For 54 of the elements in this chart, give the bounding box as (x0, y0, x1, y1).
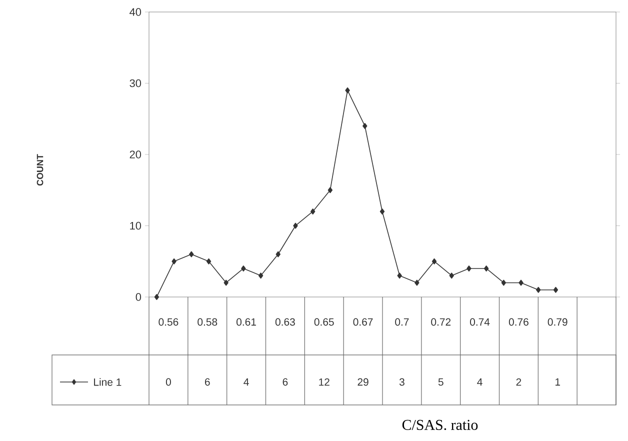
point (172, 258, 176, 264)
point (501, 280, 506, 286)
y-axis-title: COUNT (36, 154, 44, 186)
data-label: 1 (556, 378, 560, 386)
data-label: 29 (358, 378, 368, 386)
category-label: 0.74 (470, 318, 490, 326)
category-label: 0.58 (198, 318, 218, 326)
point (206, 258, 212, 264)
point (449, 272, 454, 279)
y-tick-label: 40 (130, 8, 142, 16)
y-tick-label: 10 (130, 222, 142, 230)
point (241, 265, 246, 272)
data-label: 3 (399, 378, 404, 386)
point (397, 272, 402, 279)
category-label: 0.72 (431, 318, 451, 326)
data-label: 6 (282, 378, 288, 386)
y-tick-label: 20 (130, 150, 142, 158)
data-label: 4 (477, 378, 482, 386)
category-label: 0.61 (236, 318, 256, 326)
category-label: 0.63 (275, 318, 295, 326)
y-tick-label: 30 (130, 79, 142, 88)
point (536, 286, 541, 293)
point (328, 187, 333, 194)
point (154, 294, 160, 300)
point (345, 87, 350, 94)
data-label: 6 (205, 378, 210, 386)
category-label: 0.79 (548, 318, 568, 326)
point (484, 265, 489, 272)
point (189, 251, 194, 258)
point (362, 122, 368, 129)
point (518, 280, 524, 286)
point (380, 208, 385, 214)
category-label: 0.76 (508, 318, 528, 326)
category-label: 0.67 (353, 318, 373, 326)
legend-label: Line 1 (94, 378, 122, 386)
data-label: 4 (244, 378, 249, 386)
point (466, 265, 472, 272)
x-axis-title: C/SAS. ratio (402, 420, 478, 430)
data-label: 12 (319, 378, 330, 386)
point (258, 272, 264, 279)
point (553, 286, 558, 293)
point (310, 208, 316, 214)
category-label: 0.56 (158, 318, 178, 326)
point (432, 258, 437, 264)
data-label: 2 (516, 378, 522, 386)
point (414, 280, 420, 286)
data-label: 5 (438, 378, 444, 386)
point (293, 222, 298, 229)
category-label: 0.7 (395, 318, 409, 326)
point (224, 280, 228, 286)
point (276, 251, 280, 258)
data-label: 0 (166, 378, 171, 386)
y-tick-label: 0 (136, 293, 142, 301)
category-label: 0.65 (314, 318, 334, 326)
